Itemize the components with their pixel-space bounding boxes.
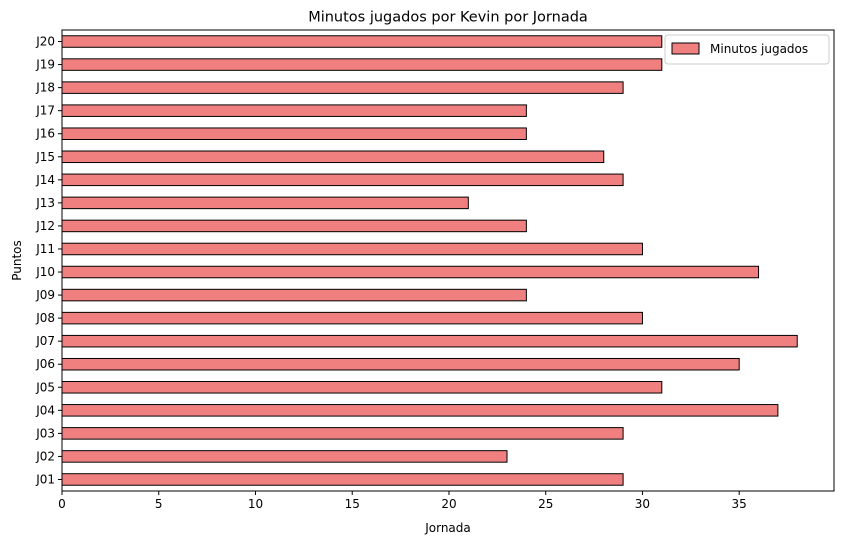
y-tick-label: J05 — [35, 380, 55, 394]
bar-j01 — [61, 473, 624, 486]
x-tick-label: 10 — [248, 497, 263, 511]
y-tick-label: J11 — [35, 242, 55, 256]
bar-j14 — [61, 173, 624, 187]
x-axis-label: Jornada — [424, 521, 471, 535]
legend: Minutos jugados — [664, 34, 830, 65]
bar-j20 — [61, 35, 663, 48]
bar-j17 — [61, 104, 527, 117]
y-tick-label: J19 — [35, 58, 55, 72]
legend-swatch — [671, 42, 700, 55]
y-tick-label: J01 — [35, 472, 55, 486]
legend-label: Minutos jugados — [710, 42, 808, 56]
bar-j13 — [61, 196, 469, 210]
bar-j04 — [61, 404, 779, 417]
bar-j19 — [61, 58, 663, 71]
x-axis-ticks: 0 5 10 15 20 25 30 35 — [58, 491, 747, 511]
x-tick-label: 25 — [538, 497, 553, 511]
chart-title: Minutos jugados por Kevin por Jornada — [308, 10, 588, 26]
x-tick-label: 5 — [155, 497, 163, 511]
x-tick-label: 20 — [441, 497, 456, 511]
y-tick-label: J12 — [35, 219, 55, 233]
x-tick-label: 0 — [58, 497, 66, 511]
y-tick-label: J16 — [35, 127, 55, 141]
bar-j05 — [61, 381, 663, 394]
y-tick-label: J04 — [35, 403, 55, 417]
y-tick-label: J13 — [35, 196, 55, 210]
x-tick-label: 35 — [732, 497, 747, 511]
y-tick-label: J03 — [35, 426, 55, 440]
bar-j16 — [61, 127, 527, 140]
bar-j06 — [61, 357, 740, 371]
y-tick-label: J08 — [35, 311, 55, 325]
y-axis-label: Puntos — [10, 240, 24, 281]
x-tick-label: 15 — [345, 497, 360, 511]
bar-j09 — [61, 288, 527, 302]
bar-j11 — [61, 242, 643, 256]
bar-j03 — [61, 427, 624, 440]
y-tick-label: J09 — [35, 288, 55, 302]
y-tick-label: J14 — [35, 173, 55, 187]
bar-j18 — [61, 81, 624, 94]
y-tick-label: J18 — [35, 81, 55, 95]
y-axis-ticks: J01 J02 J03 J04 J05 J06 J07 J08 J09 J10 J11 J12 J13 J… — [35, 35, 62, 486]
x-tick-label: 30 — [635, 497, 650, 511]
y-tick-label: J02 — [35, 449, 55, 463]
plot-frame — [61, 29, 835, 492]
bars-group — [61, 35, 798, 486]
bar-j10 — [61, 265, 760, 279]
y-tick-label: J20 — [35, 35, 55, 49]
y-tick-label: J10 — [35, 265, 55, 279]
legend-frame — [664, 34, 830, 65]
bar-j02 — [61, 450, 508, 463]
bar-j07 — [61, 334, 798, 348]
bar-j15 — [61, 150, 605, 164]
y-tick-label: J15 — [35, 150, 55, 164]
bar-j12 — [61, 219, 527, 233]
y-tick-label: J17 — [35, 104, 55, 118]
y-tick-label: J06 — [35, 357, 55, 371]
y-tick-label: J07 — [35, 334, 55, 348]
bar-j08 — [61, 311, 643, 325]
